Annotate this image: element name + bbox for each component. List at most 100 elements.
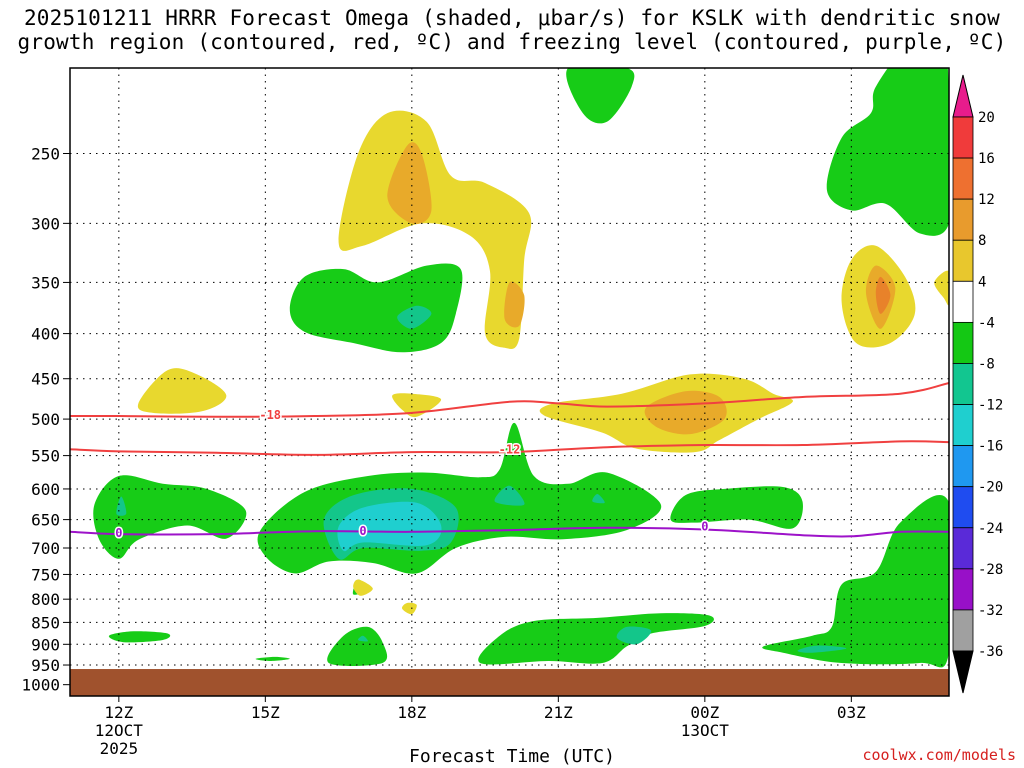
chart-title: 2025101211 HRRR Forecast Omega (shaded, … xyxy=(0,6,1024,54)
omega-shading-layer xyxy=(93,68,949,668)
y-tick-label-850: 850 xyxy=(31,613,60,632)
omega-region-4-1 xyxy=(338,110,532,349)
contour-label-0: -18 xyxy=(259,408,281,422)
colorbar-label-1: 16 xyxy=(978,151,995,167)
colorbar-band-8 xyxy=(952,445,974,488)
x-tick-year-12Z: 2025 xyxy=(100,739,139,758)
y-tick-label-350: 350 xyxy=(31,273,60,292)
y-tick-label-250: 250 xyxy=(31,144,60,163)
omega-region-4-24 xyxy=(353,579,373,596)
ground-band xyxy=(70,669,949,696)
colorbar-label-11: -28 xyxy=(978,562,1003,578)
isotherm-lines: -18 -12 0 0 0 xyxy=(70,382,949,541)
omega-region--4-32 xyxy=(762,495,949,668)
colorbar-band-5 xyxy=(952,321,974,364)
omega-region--8-20 xyxy=(494,485,525,506)
omega-region-12-9 xyxy=(875,276,891,314)
omega-region--4-0 xyxy=(566,68,635,124)
colorbar-band-11 xyxy=(952,568,974,611)
omega-region--8-21 xyxy=(592,493,605,504)
x-tick-label-18Z: 18Z xyxy=(397,703,426,722)
colorbar-label-9: -20 xyxy=(978,480,1003,496)
omega-region--4-26 xyxy=(108,631,171,643)
omega-region-4-12 xyxy=(392,393,442,418)
x-tick-label-12Z: 12Z xyxy=(104,703,133,722)
colorbar-label-0: 20 xyxy=(978,110,995,126)
colorbar-band-7 xyxy=(952,404,974,447)
colorbar-label-2: 12 xyxy=(978,192,995,208)
colorbar-band-10 xyxy=(952,527,974,570)
omega-region-8-3 xyxy=(504,281,525,328)
colorbar-bottom-arrow xyxy=(952,650,974,694)
y-tick-label-750: 750 xyxy=(31,565,60,584)
y-tick-label-900: 900 xyxy=(31,635,60,654)
omega-region-4-25 xyxy=(401,602,417,615)
colorbar-band-4 xyxy=(952,280,974,323)
omega-region--4-4 xyxy=(289,263,463,353)
y-tick-label-700: 700 xyxy=(31,539,60,558)
omega-region--8-5 xyxy=(397,305,432,329)
y-tick-label-950: 950 xyxy=(31,656,60,675)
omega-region--4-28 xyxy=(327,626,388,667)
credit-text: coolwx.com/models xyxy=(862,746,1016,764)
contour-label-2: 0 xyxy=(115,526,122,540)
isotherm-line-0 xyxy=(70,382,949,418)
isotherm-line-1 xyxy=(70,440,949,456)
omega-region--8-31 xyxy=(616,626,652,645)
contour-label-3: 0 xyxy=(359,524,366,538)
omega-region--4-22 xyxy=(670,486,803,529)
title-line-1: 2025101211 HRRR Forecast Omega (shaded, … xyxy=(23,6,1001,30)
colorbar-top-arrow xyxy=(952,74,974,118)
omega-region--4-6 xyxy=(826,68,949,236)
x-tick-label-21Z: 21Z xyxy=(544,703,573,722)
x-tick-label-03Z: 03Z xyxy=(837,703,866,722)
colorbar-band-6 xyxy=(952,363,974,405)
y-tick-label-400: 400 xyxy=(31,325,60,344)
y-tick-label-800: 800 xyxy=(31,590,60,609)
y-tick-label-550: 550 xyxy=(31,447,60,466)
plot-frame xyxy=(69,67,950,697)
omega-region--4-27 xyxy=(255,656,290,661)
contour-label-1: -12 xyxy=(499,443,521,457)
colorbar-label-7: -12 xyxy=(978,398,1003,414)
y-tick-label-600: 600 xyxy=(31,480,60,499)
x-tick-date-12Z: 12OCT xyxy=(95,721,144,740)
y-tick-label-450: 450 xyxy=(31,370,60,389)
contour-label-4: 0 xyxy=(701,520,708,534)
x-tick-date-00Z: 13OCT xyxy=(681,721,730,740)
isotherm-line-2 xyxy=(70,526,949,538)
colorbar-label-5: -4 xyxy=(978,315,995,331)
ground-layer xyxy=(70,669,949,696)
omega-region--4-30 xyxy=(478,613,714,665)
omega-region-4-11 xyxy=(137,368,227,414)
colorbar-label-6: -8 xyxy=(978,356,995,372)
colorbar-label-8: -16 xyxy=(978,439,1003,455)
colorbar-band-2 xyxy=(952,198,974,241)
colorbar-band-0 xyxy=(952,116,974,159)
colorbar-band-9 xyxy=(952,486,974,529)
omega-region--8-29 xyxy=(357,635,369,642)
omega-region--8-33 xyxy=(797,645,847,653)
x-tick-label-15Z: 15Z xyxy=(251,703,280,722)
omega-region-8-2 xyxy=(387,142,432,225)
colorbar-band-1 xyxy=(952,157,974,200)
colorbar-label-3: 8 xyxy=(978,233,986,249)
plot-border xyxy=(69,67,950,697)
y-tick-label-300: 300 xyxy=(31,214,60,233)
x-tick-label-00Z: 00Z xyxy=(690,703,719,722)
x-axis-title: Forecast Time (UTC) xyxy=(409,746,615,767)
omega-region--4-15 xyxy=(93,475,247,559)
y-axis: 250 300 350 400 450 500 550 600 650 700 750 800 850 9… xyxy=(21,144,70,695)
title-line-2: growth region (contoured, red, ºC) and f… xyxy=(17,30,1007,54)
omega-region--12-19 xyxy=(337,501,442,552)
y-tick-label-500: 500 xyxy=(31,410,60,429)
colorbar-label-4: 4 xyxy=(978,274,986,290)
gridlines xyxy=(70,68,949,696)
y-tick-label-650: 650 xyxy=(31,511,60,530)
omega-region-4-10 xyxy=(934,270,949,306)
y-tick-label-1000: 1000 xyxy=(21,676,60,695)
colorbar-band-3 xyxy=(952,239,974,282)
omega-region-8-14 xyxy=(644,390,727,435)
